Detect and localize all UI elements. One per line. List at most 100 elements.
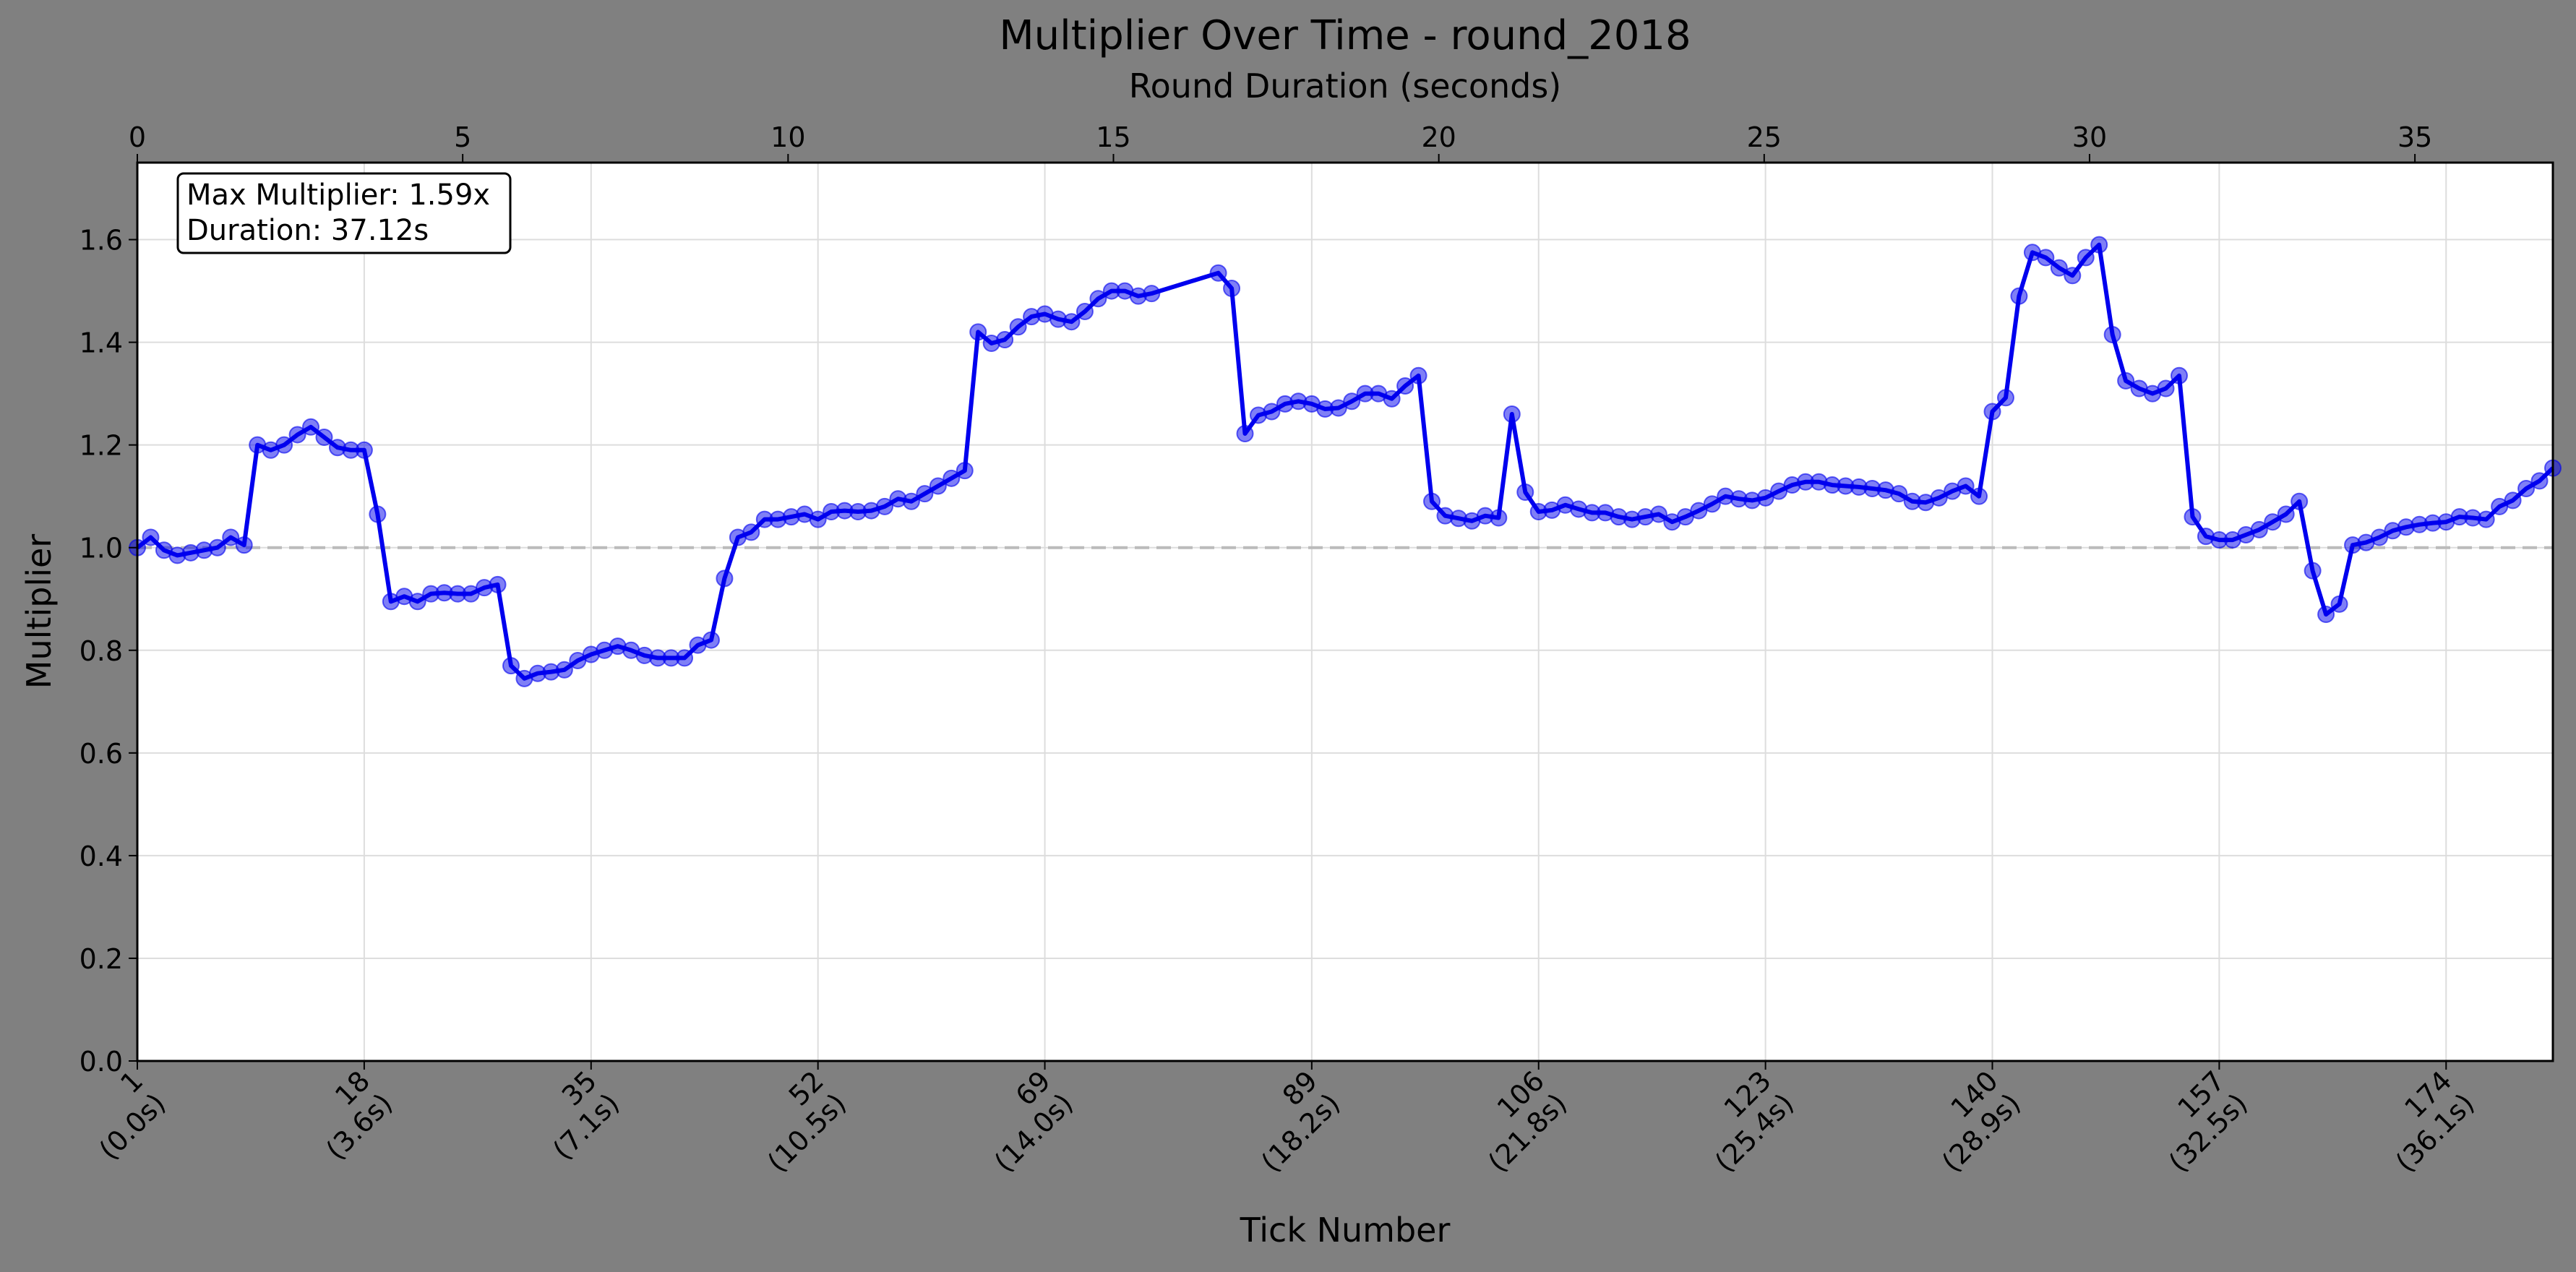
data-point [956, 462, 974, 480]
top-x-tick-label: 35 [2397, 121, 2432, 153]
data-point [2250, 520, 2268, 538]
data-point [2117, 371, 2135, 390]
data-point [288, 426, 306, 444]
data-point [1236, 425, 1254, 443]
x-axis-label: Tick Number [1240, 1211, 1451, 1250]
data-point [2517, 480, 2536, 498]
data-point [1396, 377, 1414, 395]
data-point [1143, 285, 1161, 303]
data-point [408, 593, 426, 611]
top-x-axis-label: Round Duration (seconds) [1129, 66, 1562, 106]
plot-background [137, 163, 2553, 1061]
y-tick-label: 0.4 [80, 841, 123, 872]
chart-title: Multiplier Over Time - round_2018 [999, 12, 1691, 59]
data-point [1490, 509, 1508, 527]
data-point [275, 436, 293, 454]
top-x-tick-label: 15 [1096, 121, 1130, 153]
data-point [2530, 472, 2549, 490]
data-point [1503, 405, 1521, 424]
data-point [1409, 366, 1427, 384]
data-point [902, 492, 920, 510]
y-tick-label: 1.0 [80, 533, 123, 564]
data-point [2010, 287, 2028, 305]
y-tick-label: 1.6 [80, 225, 123, 257]
data-point [2264, 513, 2282, 531]
data-point [2184, 508, 2202, 526]
data-point [489, 575, 507, 593]
data-point [1423, 492, 1441, 510]
data-point [716, 570, 734, 588]
annotation-box [176, 172, 512, 254]
data-point [996, 331, 1014, 349]
data-point [1516, 484, 1534, 502]
data-point [2077, 249, 2095, 267]
data-point [369, 505, 387, 523]
top-x-tick-label: 0 [129, 121, 146, 153]
data-point [809, 510, 827, 528]
y-tick-label: 1.4 [80, 327, 123, 359]
data-point [2037, 249, 2055, 267]
data-point [2171, 366, 2189, 384]
top-x-tick-label: 30 [2072, 121, 2107, 153]
y-tick-label: 1.2 [80, 430, 123, 462]
data-point [875, 497, 893, 515]
data-point [355, 441, 373, 459]
data-point [2317, 606, 2335, 624]
data-point [1383, 390, 1401, 408]
top-x-tick-label: 25 [1747, 121, 1782, 153]
top-x-tick-label: 5 [454, 121, 471, 153]
data-point [1970, 487, 1988, 505]
data-point [969, 323, 987, 341]
data-point [1209, 264, 1227, 282]
data-point [1062, 313, 1081, 331]
y-axis-label: Multiplier [20, 534, 59, 689]
data-point [676, 649, 694, 667]
y-tick-label: 0.2 [80, 943, 123, 975]
data-point [2157, 379, 2175, 398]
data-point [2064, 267, 2082, 285]
data-point [1996, 389, 2014, 407]
data-point [2330, 595, 2348, 613]
data-point [2477, 510, 2495, 528]
data-point [315, 429, 333, 447]
max-multiplier-label: Max Multiplier: 1.59x [186, 179, 490, 212]
data-point [943, 469, 961, 487]
data-point [2090, 236, 2108, 254]
data-point [1089, 290, 1107, 308]
stats-annotation: Max Multiplier: 1.59x Duration: 37.12s [176, 172, 512, 254]
data-point [1223, 280, 1241, 298]
data-point [702, 631, 720, 649]
data-point [1649, 505, 1667, 523]
series-markers [129, 236, 2562, 687]
data-point [2277, 505, 2295, 523]
data-point [1343, 392, 1361, 411]
data-point [1009, 318, 1027, 336]
data-point [1890, 485, 1908, 503]
data-point [1076, 302, 1094, 320]
data-point [2050, 259, 2068, 277]
data-point [502, 657, 520, 675]
data-point [142, 528, 160, 546]
y-tick-label: 0.6 [80, 738, 123, 770]
data-point [1957, 477, 1975, 495]
y-tick-label: 0.8 [80, 635, 123, 667]
data-point [2504, 491, 2522, 510]
data-point [742, 523, 760, 541]
data-point [2304, 562, 2322, 580]
data-point [2291, 492, 2309, 510]
plot-frame [136, 161, 2554, 1062]
data-point [222, 528, 240, 546]
data-point [1703, 495, 1721, 513]
data-point [235, 536, 253, 554]
data-point [916, 485, 934, 503]
duration-label: Duration: 37.12s [186, 214, 429, 247]
top-x-tick-label: 20 [1421, 121, 1456, 153]
data-point [1263, 403, 1281, 421]
data-point [1983, 403, 2001, 421]
data-point [929, 477, 947, 495]
data-point [555, 661, 573, 679]
top-x-tick-label: 10 [770, 121, 805, 153]
data-point [302, 418, 320, 436]
data-point [2103, 325, 2121, 343]
